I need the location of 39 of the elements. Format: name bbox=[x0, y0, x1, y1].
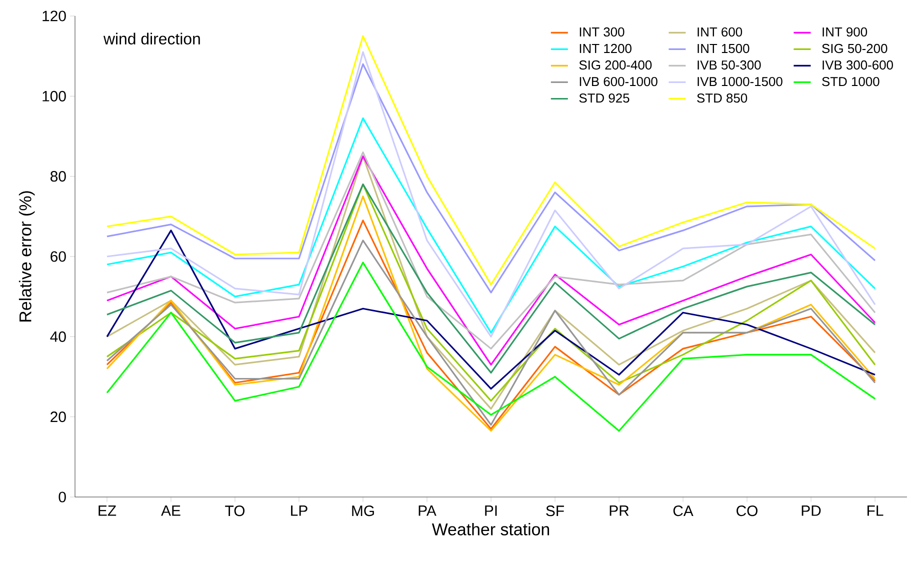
x-tick-label: MG bbox=[352, 506, 374, 516]
x-tick-label: AE bbox=[161, 506, 180, 516]
legend-label: IVB 1000-1500 bbox=[698, 76, 782, 86]
x-tick-label: SF bbox=[546, 506, 564, 516]
text: wind direction bbox=[103, 32, 200, 44]
x-tick-label: PI bbox=[485, 506, 497, 516]
legend-label: SIG 50-200 bbox=[822, 44, 888, 54]
x-tick-label: PD bbox=[802, 506, 821, 516]
legend-label: STD 1000 bbox=[822, 76, 880, 86]
legend-label: INT 1200 bbox=[580, 44, 632, 54]
legend-label: INT 600 bbox=[698, 27, 742, 37]
x-tick-label: CA bbox=[673, 506, 694, 516]
y-tick-label: 20 bbox=[50, 412, 66, 422]
x-tick-label: TO bbox=[225, 506, 245, 516]
y-tick-label: 120 bbox=[42, 10, 66, 22]
y-tick-label: 60 bbox=[50, 251, 66, 262]
line-series bbox=[106, 230, 876, 390]
x-tick-label: PR bbox=[610, 506, 629, 516]
legend-label: STD 925 bbox=[579, 93, 630, 103]
y-tick-label: 80 bbox=[50, 171, 66, 182]
legend-label: IVB 600-1000 bbox=[580, 76, 658, 86]
x-tick-label: EZ bbox=[98, 506, 116, 516]
legend-label: INT 900 bbox=[822, 27, 868, 37]
legend-label: IVB 50-300 bbox=[698, 60, 761, 70]
x-tick-label: PA bbox=[418, 506, 436, 516]
x-axis-title: Weather station bbox=[432, 522, 550, 536]
legend-label: INT 300 bbox=[580, 27, 624, 37]
x-tick-label: CO bbox=[736, 506, 758, 516]
y-tick-label: 100 bbox=[42, 90, 66, 102]
legend-label: INT 1500 bbox=[698, 44, 750, 54]
x-tick-label: LP bbox=[291, 506, 308, 516]
line-series bbox=[106, 117, 876, 334]
legend-label: STD 850 bbox=[697, 93, 748, 103]
y-tick-label: 40 bbox=[50, 331, 66, 342]
x-tick-label: FL bbox=[868, 506, 884, 516]
legend-label: SIG 200-400 bbox=[579, 60, 652, 70]
legend-label: IVB 300-600 bbox=[822, 60, 893, 70]
y-tick-label: 0 bbox=[58, 492, 66, 502]
y-axis-title: Relative error (%) bbox=[18, 191, 35, 322]
